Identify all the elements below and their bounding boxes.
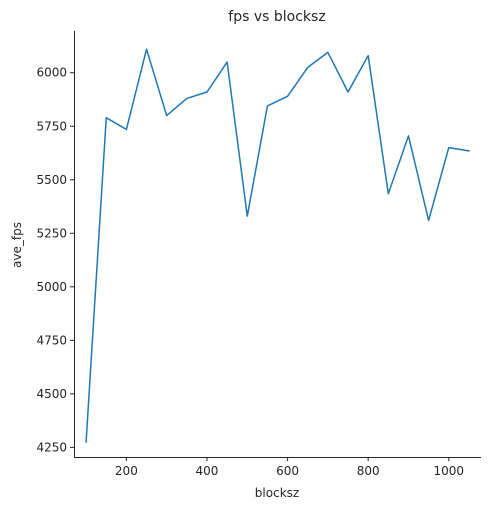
y-tick-label: 5250 [36,226,67,240]
x-axis-label: blocksz [255,486,299,500]
x-tick-label: 400 [196,464,219,478]
x-tick-label: 1000 [433,464,464,478]
x-tick-label: 800 [357,464,380,478]
series-line [85,48,470,443]
y-axis-label: ave_fps [10,222,24,268]
x-axis-ticks: 200 400 600 800 1000 [115,457,464,478]
y-tick-label: 5000 [36,280,67,294]
y-tick-label: 6000 [36,66,67,80]
y-tick-label: 5750 [36,119,67,133]
x-tick-label: 200 [115,464,138,478]
y-tick-label: 4750 [36,333,67,347]
y-tick-label: 4250 [36,440,67,454]
plot-lines [85,48,470,443]
y-axis-ticks: 4250 4500 4750 5000 5250 5500 5750 6000 [36,66,74,454]
chart-title: fps vs blocksz [228,9,325,25]
x-tick-label: 600 [276,464,299,478]
y-tick-label: 4500 [36,387,67,401]
y-tick-label: 5500 [36,173,67,187]
